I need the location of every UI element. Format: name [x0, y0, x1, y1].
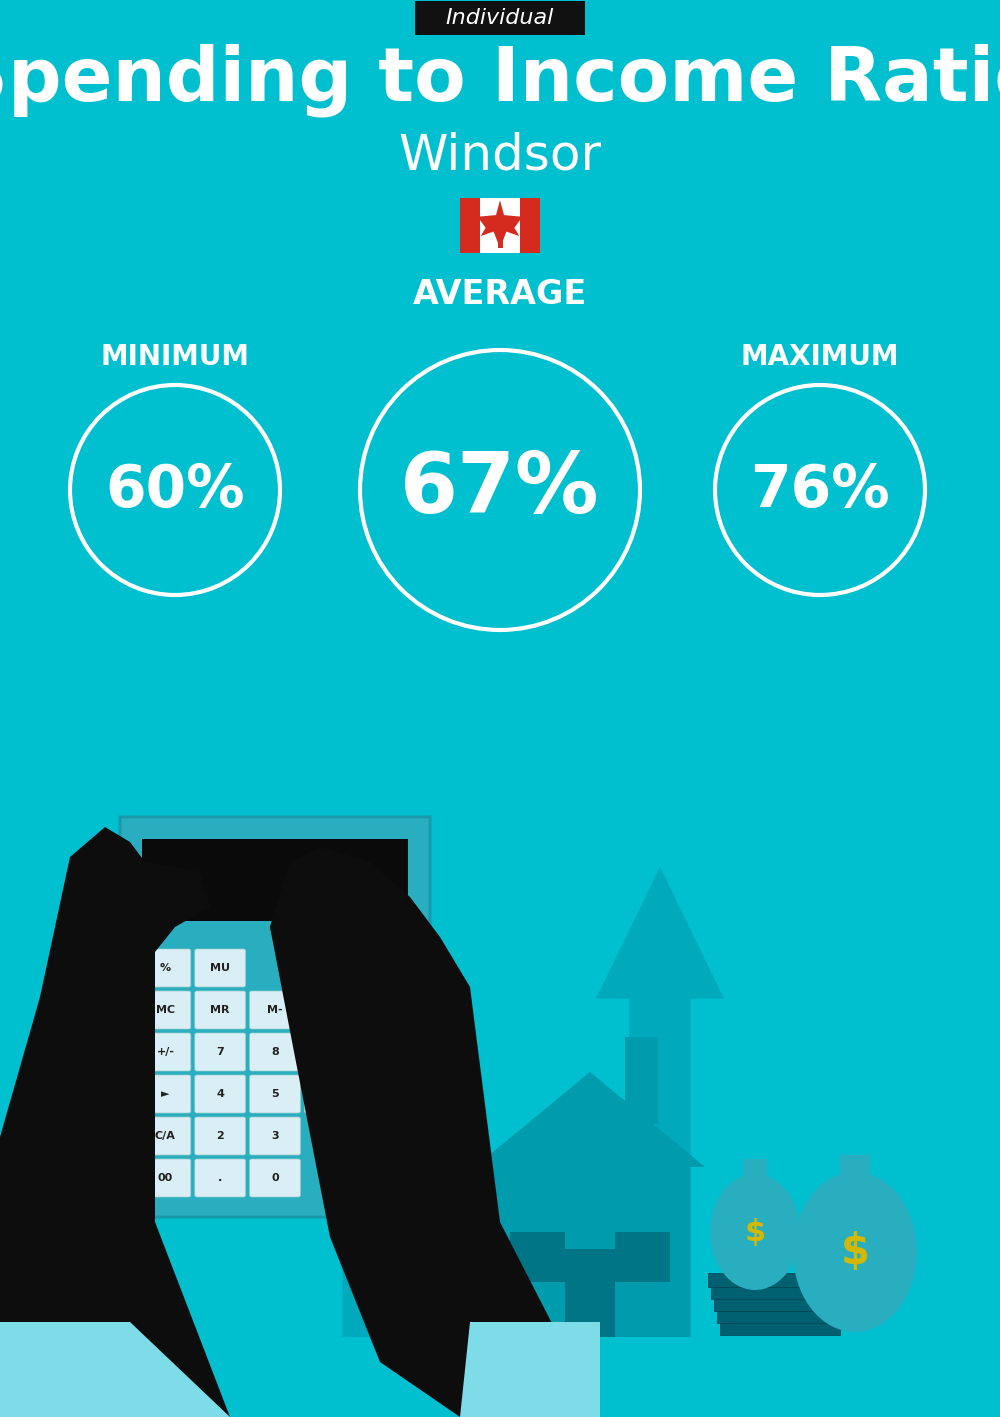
Bar [510, 1231, 565, 1282]
Bar [714, 1297, 834, 1311]
Polygon shape [270, 862, 360, 1037]
Text: Windsor: Windsor [398, 130, 602, 179]
FancyBboxPatch shape [250, 1033, 300, 1071]
Text: :: : [382, 1005, 387, 1015]
Text: MU: MU [210, 964, 230, 973]
Text: 4: 4 [216, 1090, 224, 1100]
Bar [711, 1285, 831, 1299]
Text: 9: 9 [326, 1047, 334, 1057]
Bar [142, 839, 408, 921]
Polygon shape [478, 200, 522, 248]
Text: .: . [218, 1173, 222, 1183]
FancyBboxPatch shape [304, 990, 355, 1029]
Polygon shape [0, 1322, 230, 1417]
Text: $: $ [744, 1217, 766, 1247]
Bar [498, 237, 503, 248]
Bar [743, 1159, 767, 1179]
Text: 7: 7 [216, 1047, 224, 1057]
Bar [717, 1309, 837, 1323]
Text: 60%: 60% [105, 462, 245, 519]
Bar [520, 197, 540, 252]
FancyBboxPatch shape [195, 990, 246, 1029]
Text: 0: 0 [271, 1173, 279, 1183]
FancyBboxPatch shape [359, 1033, 410, 1071]
Polygon shape [565, 1248, 615, 1338]
Ellipse shape [710, 1175, 800, 1289]
FancyBboxPatch shape [195, 1117, 246, 1155]
Text: 00: 00 [158, 1173, 173, 1183]
FancyBboxPatch shape [140, 1117, 191, 1155]
Polygon shape [490, 1168, 690, 1338]
Polygon shape [270, 847, 600, 1417]
FancyBboxPatch shape [250, 990, 300, 1029]
Text: 8: 8 [271, 1047, 279, 1057]
Text: M-: M- [267, 1005, 283, 1015]
FancyBboxPatch shape [250, 1117, 300, 1155]
FancyBboxPatch shape [359, 990, 410, 1029]
FancyBboxPatch shape [304, 1076, 355, 1112]
Text: ►: ► [161, 1090, 170, 1100]
Text: +/-: +/- [156, 1047, 174, 1057]
Text: 76%: 76% [750, 462, 890, 519]
Text: AVERAGE: AVERAGE [413, 279, 587, 312]
FancyBboxPatch shape [304, 1033, 355, 1071]
FancyBboxPatch shape [140, 1159, 191, 1197]
Text: %: % [160, 964, 171, 973]
FancyBboxPatch shape [195, 1033, 246, 1071]
Polygon shape [0, 828, 230, 1417]
Text: M+: M+ [320, 1005, 340, 1015]
FancyBboxPatch shape [140, 1076, 191, 1112]
Polygon shape [460, 1322, 600, 1417]
Text: MR: MR [210, 1005, 230, 1015]
FancyBboxPatch shape [120, 818, 430, 1217]
Polygon shape [475, 1073, 705, 1168]
Ellipse shape [793, 1172, 917, 1332]
Text: MC: MC [156, 1005, 175, 1015]
Text: Individual: Individual [446, 9, 554, 28]
FancyBboxPatch shape [250, 1159, 300, 1197]
Text: -: - [327, 1090, 332, 1100]
FancyBboxPatch shape [415, 1, 585, 35]
Bar [720, 1321, 840, 1335]
Bar [615, 1231, 670, 1282]
FancyBboxPatch shape [140, 990, 191, 1029]
Text: 2: 2 [216, 1131, 224, 1141]
Text: Spending to Income Ratio: Spending to Income Ratio [0, 44, 1000, 116]
FancyBboxPatch shape [140, 949, 191, 988]
FancyBboxPatch shape [195, 949, 246, 988]
FancyBboxPatch shape [195, 1159, 246, 1197]
Text: $: $ [840, 1231, 870, 1272]
Text: x: x [381, 1047, 388, 1057]
Bar [840, 1155, 870, 1180]
FancyBboxPatch shape [195, 1076, 246, 1112]
Polygon shape [315, 988, 425, 1338]
Bar [708, 1272, 828, 1287]
FancyBboxPatch shape [250, 1076, 300, 1112]
Text: C/A: C/A [155, 1131, 176, 1141]
Polygon shape [596, 867, 724, 1338]
Bar [460, 197, 540, 252]
Text: MAXIMUM: MAXIMUM [741, 343, 899, 371]
Text: 3: 3 [271, 1131, 279, 1141]
Text: 67%: 67% [400, 449, 600, 530]
Text: MINIMUM: MINIMUM [100, 343, 250, 371]
Text: 5: 5 [271, 1090, 279, 1100]
FancyBboxPatch shape [140, 1033, 191, 1071]
Polygon shape [625, 1037, 658, 1124]
Bar [460, 197, 480, 252]
